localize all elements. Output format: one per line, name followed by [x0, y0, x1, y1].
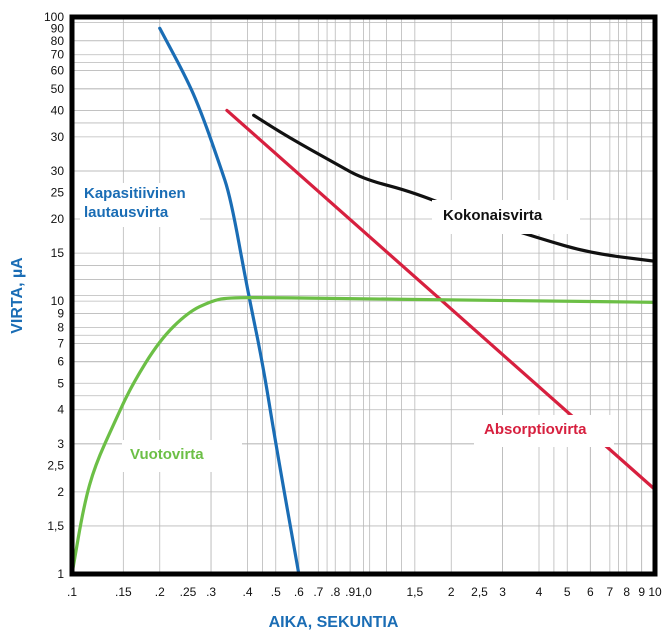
- x-tick-label: .3: [206, 585, 216, 599]
- y-tick-label: 1: [57, 567, 64, 581]
- x-tick-label: 9: [638, 585, 645, 599]
- x-tick-label: 2,5: [471, 585, 488, 599]
- x-tick-label: .5: [271, 585, 281, 599]
- chart-grid: [72, 17, 655, 574]
- x-tick-label: 1,0: [355, 585, 372, 599]
- x-tick-label: 6: [587, 585, 594, 599]
- y-tick-label: 10: [51, 294, 65, 308]
- series-label-bg: [80, 183, 200, 227]
- x-tick-label: .8: [330, 585, 340, 599]
- series-label-absorptiovirta: Absorptiovirta: [484, 421, 587, 438]
- y-tick-label: 6: [57, 355, 64, 369]
- series-label-bg: [474, 415, 614, 447]
- x-tick-label: .6: [294, 585, 304, 599]
- series-line-kokonaisvirta: [252, 113, 655, 263]
- y-tick-label: 9: [57, 307, 64, 321]
- y-tick-label: 1,5: [47, 519, 64, 533]
- y-tick-label: 50: [51, 82, 65, 96]
- x-tick-label: .15: [115, 585, 132, 599]
- x-tick-label: 4: [536, 585, 543, 599]
- x-axis-ticks: .1 .15 .2 .25 .3 .4 .5 .6 .7 .8 .9 1,0 1,5 2 2,5 3 4 5 6 7 8…: [67, 585, 662, 599]
- x-tick-label: 8: [623, 585, 630, 599]
- y-tick-label: 7: [57, 336, 64, 350]
- y-tick-label: 4: [57, 403, 64, 417]
- x-tick-label: 1,5: [406, 585, 423, 599]
- x-tick-label: .7: [313, 585, 323, 599]
- series-label-bg: [122, 440, 242, 472]
- y-tick-label: 80: [51, 34, 65, 48]
- y-tick-label: 15: [51, 246, 65, 260]
- x-tick-label: 10: [648, 585, 662, 599]
- y-tick-label: 5: [57, 376, 64, 390]
- y-tick-label: 40: [51, 103, 65, 117]
- y-tick-label: 70: [51, 48, 65, 62]
- series-line-kapasitiivinen-lautausvirta: [158, 26, 301, 574]
- series-label-bg: [432, 200, 580, 234]
- series-labels: Kapasitiivinen lautausvirta Kokonaisvirta A…: [80, 183, 614, 472]
- x-tick-label: 2: [448, 585, 455, 599]
- chart-series: [72, 26, 655, 574]
- y-axis-label: VIRTA, µA: [9, 257, 26, 334]
- y-tick-label: 2: [57, 485, 64, 499]
- y-tick-label: 100: [44, 10, 64, 24]
- y-tick-label: 3: [57, 437, 64, 451]
- series-line-absorptiovirta: [225, 108, 655, 492]
- y-tick-label: 8: [57, 321, 64, 335]
- series-label-kokonaisvirta: Kokonaisvirta: [443, 207, 543, 224]
- x-tick-label: .1: [67, 585, 77, 599]
- x-tick-label: 3: [499, 585, 506, 599]
- y-tick-label: 30: [51, 130, 65, 144]
- plot-frame: [69, 14, 658, 577]
- x-tick-label: .9: [345, 585, 355, 599]
- x-tick-label: .2: [155, 585, 165, 599]
- series-label-vuotovirta: Vuotovirta: [130, 446, 204, 463]
- y-tick-label: 60: [51, 64, 65, 78]
- series-line-vuotovirta: [72, 296, 655, 574]
- y-tick-label: 90: [51, 21, 65, 35]
- y-tick-label: 25: [51, 186, 65, 200]
- x-axis-label: AIKA, SEKUNTIA: [269, 614, 399, 631]
- y-tick-label: 2,5: [47, 458, 64, 472]
- x-tick-label: .25: [180, 585, 197, 599]
- x-tick-label: 5: [564, 585, 571, 599]
- x-tick-label: .4: [242, 585, 252, 599]
- y-tick-label: 20: [51, 212, 65, 226]
- series-label-kapasitiivinen-lautausvirta: Kapasitiivinen lautausvirta: [84, 185, 186, 221]
- x-tick-label: 7: [607, 585, 614, 599]
- y-tick-label: 30: [51, 164, 65, 178]
